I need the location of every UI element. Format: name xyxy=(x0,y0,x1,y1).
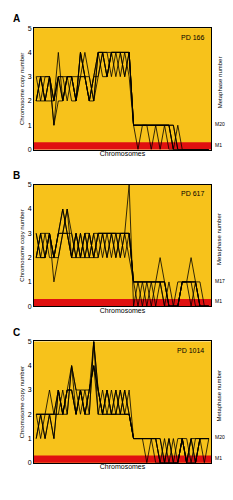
svg-text:5: 5 xyxy=(28,338,32,345)
svg-text:PD 617: PD 617 xyxy=(181,190,204,197)
svg-text:0: 0 xyxy=(28,303,32,310)
svg-text:A: A xyxy=(13,13,20,24)
svg-text:PD 1014: PD 1014 xyxy=(177,347,204,354)
svg-text:Chromosomes: Chromosomes xyxy=(100,150,146,157)
svg-text:0: 0 xyxy=(28,459,32,466)
svg-text:Metaphase number: Metaphase number xyxy=(217,57,223,109)
svg-text:Metaphase number: Metaphase number xyxy=(216,213,222,265)
svg-text:Chromosome copy number: Chromosome copy number xyxy=(19,366,25,438)
svg-text:1: 1 xyxy=(28,278,32,285)
svg-text:2: 2 xyxy=(28,254,32,261)
svg-text:3: 3 xyxy=(28,230,32,237)
svg-text:PD 166: PD 166 xyxy=(181,34,204,41)
svg-text:1: 1 xyxy=(28,122,32,129)
svg-text:1: 1 xyxy=(28,435,32,442)
svg-text:C: C xyxy=(13,327,20,338)
svg-text:4: 4 xyxy=(28,205,32,212)
svg-text:Chromosome copy number: Chromosome copy number xyxy=(19,209,25,281)
svg-text:0: 0 xyxy=(28,146,32,153)
svg-text:4: 4 xyxy=(28,362,32,369)
svg-text:B: B xyxy=(13,170,20,181)
svg-text:5: 5 xyxy=(28,25,32,32)
svg-text:2: 2 xyxy=(28,97,32,104)
svg-text:3: 3 xyxy=(28,386,32,393)
svg-text:5: 5 xyxy=(28,181,32,188)
svg-text:M20: M20 xyxy=(215,121,225,127)
svg-text:4: 4 xyxy=(28,49,32,56)
svg-text:M1: M1 xyxy=(215,142,222,148)
svg-text:M1: M1 xyxy=(215,298,222,304)
svg-text:M20: M20 xyxy=(215,434,225,440)
svg-text:2: 2 xyxy=(28,411,32,418)
svg-text:Metaphase number: Metaphase number xyxy=(216,370,222,422)
svg-text:M17: M17 xyxy=(215,278,225,284)
svg-text:3: 3 xyxy=(28,73,32,80)
svg-text:M1: M1 xyxy=(215,455,222,461)
svg-text:Chromosomes: Chromosomes xyxy=(100,307,146,314)
svg-text:Chromosomes: Chromosomes xyxy=(100,463,146,470)
svg-text:Chromosome copy number: Chromosome copy number xyxy=(19,53,25,125)
